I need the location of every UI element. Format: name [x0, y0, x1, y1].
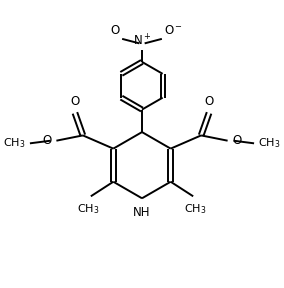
Text: CH$_3$: CH$_3$: [258, 137, 281, 150]
Text: CH$_3$: CH$_3$: [184, 202, 206, 216]
Text: O: O: [232, 134, 242, 147]
Text: CH$_3$: CH$_3$: [3, 137, 26, 150]
Text: NH: NH: [133, 206, 151, 219]
Text: O: O: [204, 95, 214, 108]
Text: CH$_3$: CH$_3$: [78, 202, 100, 216]
Text: O: O: [70, 95, 80, 108]
Text: O: O: [111, 24, 120, 37]
Text: N$^+$: N$^+$: [133, 33, 151, 49]
Text: O$^-$: O$^-$: [164, 24, 183, 37]
Text: O: O: [42, 134, 52, 147]
